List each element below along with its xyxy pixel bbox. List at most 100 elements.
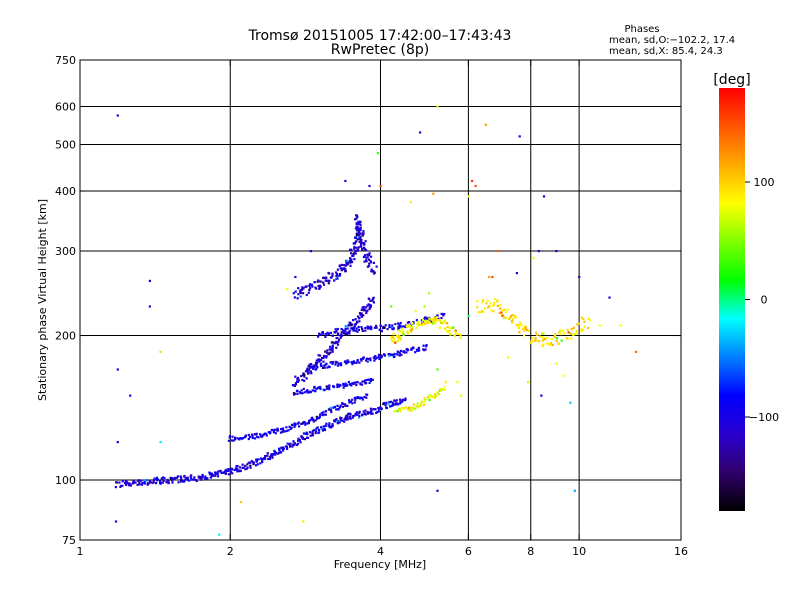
echo-point	[404, 406, 407, 409]
echo-point	[402, 325, 405, 328]
echo-point	[399, 402, 402, 405]
echo-point	[132, 480, 135, 483]
colorbar-gradient	[719, 88, 745, 511]
echo-point	[305, 369, 309, 372]
echo-point	[182, 480, 185, 483]
echo-point	[443, 386, 446, 389]
echo-point	[406, 407, 409, 410]
echo-point	[298, 425, 301, 428]
echo-point	[364, 409, 367, 412]
echo-point	[334, 419, 337, 422]
echo-point	[361, 234, 364, 237]
echo-point	[261, 461, 264, 464]
echo-point	[422, 344, 425, 347]
echo-point	[299, 289, 302, 292]
echo-point	[305, 390, 308, 393]
echo-point	[307, 422, 310, 425]
echo-point	[538, 335, 541, 338]
echo-point	[340, 364, 343, 367]
echo-point	[400, 349, 403, 352]
echo-point	[320, 364, 323, 367]
echo-point	[116, 441, 119, 444]
echo-point	[228, 435, 231, 438]
echo-point	[235, 465, 238, 468]
echo-point	[350, 324, 353, 327]
echo-point	[344, 270, 347, 273]
echo-point	[338, 406, 341, 409]
echo-point	[440, 316, 443, 320]
echo-point	[294, 275, 297, 279]
echo-point	[409, 406, 412, 409]
echo-point	[342, 382, 345, 386]
echo-point	[551, 343, 554, 346]
echo-point	[365, 260, 368, 263]
echo-point	[276, 427, 279, 430]
echo-point	[319, 354, 322, 357]
echo-point	[222, 471, 225, 474]
echo-point	[324, 335, 327, 338]
echo-point	[423, 397, 426, 400]
echo-point	[566, 337, 569, 340]
echo-point	[249, 464, 252, 467]
echo-point	[330, 361, 333, 364]
echo-point	[367, 254, 370, 257]
echo-point	[143, 482, 146, 485]
echo-point	[155, 482, 158, 485]
echo-point	[457, 333, 460, 336]
echo-point	[460, 394, 463, 397]
echo-point	[324, 333, 327, 336]
echo-point	[369, 306, 372, 309]
echo-point	[391, 403, 395, 406]
y-tick-label: 300	[55, 245, 76, 258]
echo-point	[397, 325, 400, 329]
echo-point	[297, 379, 300, 382]
echo-point	[370, 255, 373, 258]
echo-point	[245, 467, 248, 470]
echo-point	[377, 410, 380, 413]
echo-point	[357, 328, 360, 331]
echo-point	[511, 318, 514, 321]
echo-point	[272, 431, 276, 434]
echo-point	[337, 364, 340, 367]
echo-point	[159, 350, 162, 353]
echo-point	[514, 316, 517, 319]
echo-point	[301, 288, 304, 291]
echo-point	[409, 329, 412, 332]
echo-point	[348, 261, 351, 264]
echo-point	[247, 437, 250, 441]
echo-point	[237, 470, 240, 473]
echo-point	[549, 343, 552, 346]
echo-point	[371, 299, 374, 302]
echo-point	[286, 288, 289, 291]
echo-point	[372, 261, 375, 264]
echo-point	[368, 303, 372, 307]
echo-point	[397, 403, 400, 406]
echo-point	[394, 341, 397, 344]
echo-point	[343, 332, 347, 335]
echo-point	[369, 357, 372, 360]
echo-point	[299, 290, 302, 293]
echo-point	[326, 351, 329, 354]
echo-point	[246, 463, 249, 466]
echo-point	[515, 323, 518, 327]
echo-point	[358, 397, 362, 400]
echo-point	[328, 422, 331, 425]
echo-point	[367, 297, 370, 300]
echo-point	[361, 398, 364, 401]
echo-point	[326, 349, 329, 352]
echo-point	[358, 232, 361, 235]
echo-point	[537, 250, 540, 253]
echo-point	[399, 400, 402, 403]
echo-point	[492, 310, 495, 313]
echo-point	[229, 470, 233, 474]
echo-point	[501, 314, 504, 317]
echo-point	[346, 404, 349, 407]
echo-point	[378, 357, 381, 361]
echo-point	[337, 332, 340, 335]
echo-point	[251, 436, 254, 440]
x-axis-label: Frequency [MHz]	[334, 558, 426, 571]
echo-point	[410, 330, 413, 333]
echo-point	[376, 152, 379, 155]
echo-point	[379, 406, 382, 409]
echo-point	[424, 322, 427, 325]
